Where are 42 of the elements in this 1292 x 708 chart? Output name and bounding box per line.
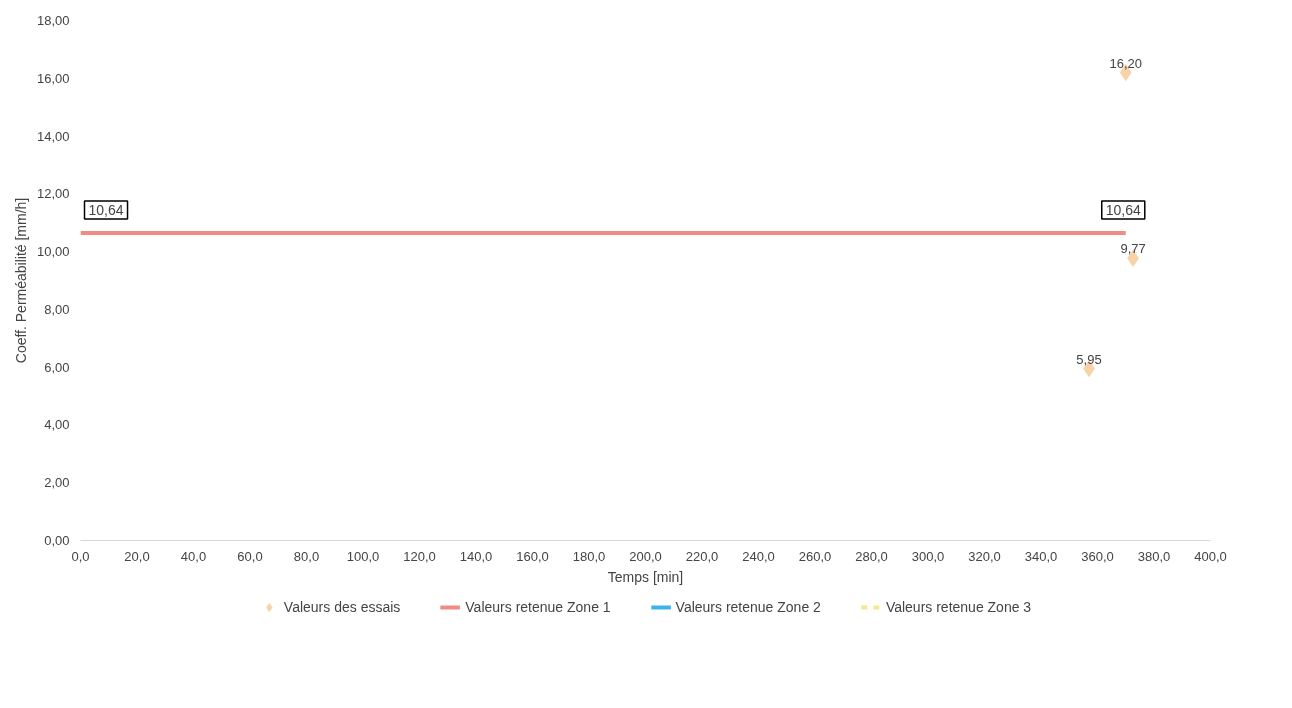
x-tick-label: 340,0 <box>1024 548 1058 564</box>
x-tick-label: 240,0 <box>742 548 775 564</box>
x-tick-label: 20,0 <box>124 548 150 564</box>
y-tick-label: 2,00 <box>44 475 70 491</box>
x-tick-label: 380,0 <box>1137 548 1171 564</box>
y-tick-label: 18,00 <box>36 13 70 28</box>
x-tick-label: 280,0 <box>855 548 888 564</box>
data-label: 9,77 <box>1120 241 1146 257</box>
x-tick-label: 260,0 <box>798 548 832 564</box>
y-tick-label: 4,00 <box>44 417 70 433</box>
y-tick-label: 10,00 <box>36 244 70 260</box>
x-tick-label: 100,0 <box>346 548 380 564</box>
y-tick-label: 6,00 <box>44 359 70 375</box>
data-label: 5,95 <box>1076 351 1102 367</box>
x-tick-label: 140,0 <box>459 548 493 564</box>
legend-label: Valeurs retenue Zone 2 <box>675 599 821 615</box>
x-tick-label: 60,0 <box>237 548 263 564</box>
legend-label: Valeurs retenue Zone 1 <box>465 599 611 615</box>
x-tick-label: 80,0 <box>293 548 320 564</box>
y-axis-title: Coeff. Perméabilité [mm/h] <box>12 197 29 364</box>
x-tick-label: 200,0 <box>629 548 662 564</box>
y-tick-label: 16,00 <box>36 70 70 86</box>
x-tick-label: 320,0 <box>968 548 1001 564</box>
legend-label: Valeurs des essais <box>283 599 401 615</box>
x-tick-label: 0,0 <box>71 548 90 564</box>
legend-label: Valeurs retenue Zone 3 <box>885 599 1032 615</box>
data-label: 16,20 <box>1109 55 1143 71</box>
y-tick-label: 8,00 <box>44 301 70 317</box>
x-tick-label: 160,0 <box>516 548 549 564</box>
x-tick-label: 300,0 <box>911 548 945 564</box>
x-tick-label: 180,0 <box>572 548 606 564</box>
y-tick-label: 0,00 <box>44 533 70 548</box>
x-tick-label: 400,0 <box>1194 548 1227 564</box>
x-tick-label: 40,0 <box>180 548 207 564</box>
x-tick-label: 220,0 <box>685 548 719 564</box>
x-axis-title: Temps [min] <box>607 568 684 585</box>
y-tick-label: 14,00 <box>36 128 70 144</box>
x-tick-label: 120,0 <box>403 548 436 564</box>
y-tick-label: 12,00 <box>36 186 70 202</box>
x-tick-label: 360,0 <box>1081 548 1114 564</box>
data-label: 10,64 <box>1105 202 1141 219</box>
data-label: 10,64 <box>88 202 124 219</box>
